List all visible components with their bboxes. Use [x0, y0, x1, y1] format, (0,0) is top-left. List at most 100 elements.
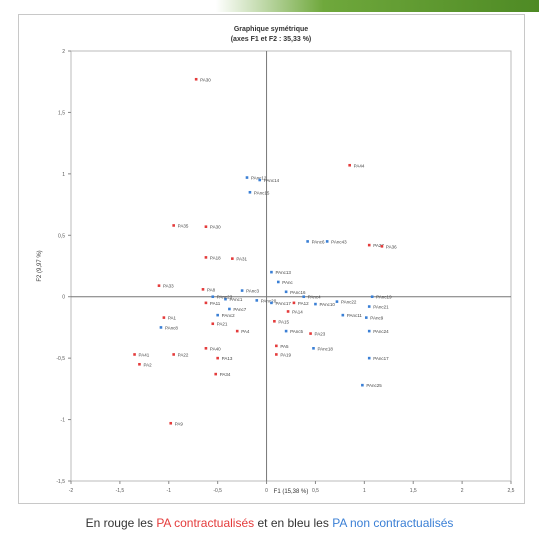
plot-area: [71, 51, 511, 481]
data-point-label: PA18: [210, 255, 221, 260]
data-point-label: PAnc14: [264, 178, 280, 183]
data-point-label: PA12: [298, 301, 309, 306]
data-point: [287, 310, 290, 313]
data-point-label: PA34: [220, 372, 231, 377]
data-point: [275, 353, 278, 356]
data-point-label: PAnc17: [373, 356, 389, 361]
y-tick-label: 1: [62, 172, 65, 178]
data-point-label: PA13: [222, 356, 233, 361]
data-point: [368, 330, 371, 333]
data-point-label: PAnc43: [331, 239, 347, 244]
y-tick-label: 0: [62, 295, 65, 301]
data-point-label: PA41: [139, 352, 150, 357]
data-point-label: PAnc4: [308, 295, 321, 300]
data-point-label: PAnc22: [341, 300, 357, 305]
data-point: [275, 345, 278, 348]
data-point: [368, 305, 371, 308]
data-point: [381, 245, 384, 248]
data-point-label: PAnc19: [376, 295, 392, 300]
chart-subtitle: (axes F1 et F2 : 35,33 %): [231, 36, 312, 43]
data-point-label: PAnc13: [275, 270, 291, 275]
data-point-label: PA9: [175, 421, 184, 426]
data-point-label: PAnc: [282, 280, 293, 285]
caption-red-text: PA contractualisés: [156, 516, 254, 530]
data-point: [172, 224, 175, 227]
y-tick-label: -0,5: [56, 356, 65, 362]
data-point: [293, 302, 296, 305]
y-axis-label: F2 (9,97 %): [37, 250, 43, 281]
data-point: [195, 78, 198, 81]
data-point: [246, 176, 249, 179]
data-point: [368, 244, 371, 247]
data-point: [270, 302, 273, 305]
data-point-label: PA2: [143, 362, 152, 367]
data-point: [205, 225, 208, 228]
data-point-label: PAnc10: [319, 302, 335, 307]
data-point: [231, 257, 234, 260]
data-point: [163, 316, 166, 319]
chart-frame: Graphique symétrique (axes F1 et F2 : 35…: [18, 14, 525, 504]
data-point: [216, 314, 219, 317]
data-point-label: PAnc17: [275, 301, 291, 306]
data-point: [205, 347, 208, 350]
data-point-label: PAnc18: [317, 346, 333, 351]
x-axis-label: F1 (15,38 %): [274, 489, 309, 495]
y-tick-label: 2: [62, 49, 65, 55]
data-point: [306, 240, 309, 243]
data-point: [309, 332, 312, 335]
data-point: [336, 300, 339, 303]
x-tick-label: 2: [461, 488, 464, 494]
data-point-label: PA8: [207, 287, 216, 292]
data-point-label: PAnc9: [370, 316, 383, 321]
x-tick-label: -1,5: [116, 488, 125, 494]
data-point: [285, 330, 288, 333]
scatter-chart: Graphique symétrique (axes F1 et F2 : 35…: [19, 15, 524, 503]
data-point-label: PA44: [354, 163, 365, 168]
data-point: [342, 314, 345, 317]
data-point: [348, 164, 351, 167]
data-point-label: PAnc8: [165, 325, 178, 330]
data-point-label: PA4: [241, 329, 250, 334]
data-point: [368, 357, 371, 360]
data-point-label: PA31: [236, 257, 247, 262]
data-point-label: PAnc23: [217, 295, 233, 300]
data-point: [258, 179, 261, 182]
x-tick-label: 2,5: [508, 488, 515, 494]
data-point: [133, 353, 136, 356]
y-tick-label: 1,5: [58, 110, 65, 116]
data-point: [202, 288, 205, 291]
caption-blue-text: PA non contractualisés: [332, 516, 453, 530]
data-point-label: PAnc16: [290, 290, 306, 295]
data-point: [371, 295, 374, 298]
data-point-label: PAnc7: [233, 307, 246, 312]
data-point: [314, 303, 317, 306]
data-point: [277, 281, 280, 284]
x-tick-label: 1,5: [410, 488, 417, 494]
data-point-label: PA22: [178, 352, 189, 357]
data-point-label: PA30: [210, 225, 221, 230]
data-point: [236, 330, 239, 333]
data-point-label: PAnc11: [347, 313, 363, 318]
data-point: [270, 271, 273, 274]
data-point: [273, 320, 276, 323]
data-point: [211, 322, 214, 325]
x-tick-label: 0: [265, 488, 268, 494]
data-point-label: PA19: [280, 352, 291, 357]
data-point-label: PA11: [210, 301, 221, 306]
data-point-label: PAnc3: [246, 289, 259, 294]
data-point: [205, 256, 208, 259]
x-tick-label: 1: [363, 488, 366, 494]
chart-title: Graphique symétrique: [234, 26, 308, 33]
data-point-label: PA30: [200, 77, 211, 82]
data-point-label: PAnc24: [373, 329, 389, 334]
caption-middle: et en bleu les: [254, 516, 332, 530]
data-point: [169, 422, 172, 425]
data-point-label: PAnc20: [261, 298, 277, 303]
x-tick-label: 0,5: [312, 488, 319, 494]
caption-prefix: En rouge les: [86, 516, 157, 530]
data-point: [158, 284, 161, 287]
data-point: [214, 373, 217, 376]
data-point: [361, 384, 364, 387]
data-point: [285, 291, 288, 294]
x-tick-label: -1: [167, 488, 172, 494]
